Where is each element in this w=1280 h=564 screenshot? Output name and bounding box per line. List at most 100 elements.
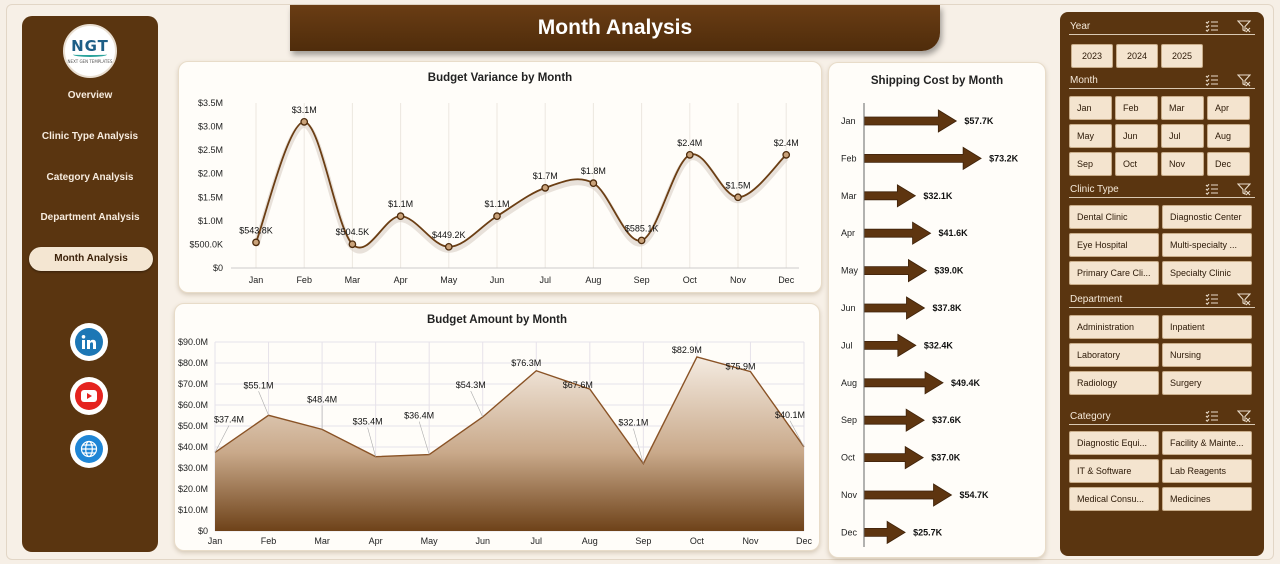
youtube-link[interactable] — [70, 377, 108, 415]
y-tick-label: $1.0M — [198, 216, 223, 226]
nav-month-analysis[interactable]: Month Analysis — [29, 247, 153, 271]
clinic-type-option[interactable]: Primary Care Cli... — [1069, 261, 1159, 285]
month-option[interactable]: Oct — [1115, 152, 1158, 176]
y-tick-label: $500.0K — [189, 239, 223, 249]
multi-select-icon[interactable] — [1205, 73, 1219, 87]
bar-arrow — [863, 221, 932, 245]
linkedin-link[interactable] — [70, 323, 108, 361]
clear-filter-icon[interactable] — [1236, 73, 1252, 87]
bar-arrow — [863, 258, 928, 283]
clinic-type-option[interactable]: Specialty Clinic — [1162, 261, 1252, 285]
data-label: $35.4M — [353, 417, 383, 427]
month-option[interactable]: Sep — [1069, 152, 1112, 176]
department-slicer-header: Department — [1069, 292, 1255, 308]
department-option[interactable]: Laboratory — [1069, 343, 1159, 367]
y-tick-label: $30.0M — [178, 463, 208, 473]
department-option[interactable]: Administration — [1069, 315, 1159, 339]
clinic-type-option[interactable]: Multi-specialty ... — [1162, 233, 1252, 257]
logo-subtitle: NEXT GEN TEMPLATES — [67, 58, 113, 64]
category-slicer-header: Category — [1069, 409, 1255, 425]
clinic-type-option[interactable]: Dental Clinic — [1069, 205, 1159, 229]
y-tick-label: $2.0M — [198, 169, 223, 179]
label-leader — [789, 420, 805, 447]
department-option[interactable]: Radiology — [1069, 371, 1159, 395]
month-slicer-label: Month — [1070, 75, 1098, 86]
clinic-type-option[interactable]: Eye Hospital — [1069, 233, 1159, 257]
budget-variance-panel: Budget Variance by Month $0 $500.0K $1.0M $… — [178, 61, 822, 293]
data-point — [396, 212, 405, 220]
y-tick-label: Oct — [841, 453, 856, 463]
x-tick-label: Jul — [539, 275, 551, 285]
nav-clinic-type-analysis[interactable]: Clinic Type Analysis — [41, 131, 139, 142]
y-tick-label: $80.0M — [178, 358, 208, 368]
year-option[interactable]: 2023 — [1071, 44, 1113, 68]
month-option[interactable]: Apr — [1207, 96, 1250, 120]
y-tick-label: $2.5M — [198, 145, 223, 155]
department-option[interactable]: Nursing — [1162, 343, 1252, 367]
data-label: $73.2K — [989, 153, 1019, 163]
x-tick-label: Sep — [635, 536, 651, 546]
multi-select-icon[interactable] — [1205, 19, 1219, 33]
month-option[interactable]: Jul — [1161, 124, 1204, 148]
data-point — [252, 238, 260, 247]
multi-select-icon[interactable] — [1205, 409, 1219, 423]
y-tick-label: Dec — [841, 527, 858, 537]
budget-amount-chart: $0 $10.0M $20.0M $30.0M $40.0M $50.0M $60.0M $7… — [178, 337, 813, 546]
data-point — [782, 151, 791, 159]
year-option[interactable]: 2024 — [1116, 44, 1158, 68]
nav-category-analysis[interactable]: Category Analysis — [46, 172, 134, 183]
data-point — [541, 184, 550, 192]
x-tick-label: Jan — [208, 536, 223, 546]
data-label: $585.1K — [625, 223, 659, 233]
y-tick-label: Aug — [841, 378, 857, 388]
month-option[interactable]: May — [1069, 124, 1112, 148]
month-option[interactable]: Nov — [1161, 152, 1204, 176]
budget-variance-title: Budget Variance by Month — [427, 72, 573, 84]
y-tick-label: $60.0M — [178, 400, 208, 410]
category-option[interactable]: Lab Reagents — [1162, 459, 1252, 483]
category-option[interactable]: Medicines — [1162, 487, 1252, 511]
year-option[interactable]: 2025 — [1161, 44, 1203, 68]
category-option[interactable]: IT & Software — [1069, 459, 1159, 483]
category-option[interactable]: Diagnostic Equi... — [1069, 431, 1159, 455]
month-option[interactable]: Aug — [1207, 124, 1250, 148]
nav-department-analysis[interactable]: Department Analysis — [40, 212, 140, 223]
bar-arrow — [863, 445, 924, 470]
category-option[interactable]: Medical Consu... — [1069, 487, 1159, 511]
clear-filter-icon[interactable] — [1236, 409, 1252, 423]
page-title: Month Analysis — [537, 16, 693, 39]
clinic-type-option[interactable]: Diagnostic Center — [1162, 205, 1252, 229]
month-option[interactable]: Feb — [1115, 96, 1158, 120]
x-tick-label: Dec — [778, 275, 795, 285]
y-tick-label: $90.0M — [178, 337, 208, 347]
clear-filter-icon[interactable] — [1236, 292, 1252, 306]
department-option[interactable]: Inpatient — [1162, 315, 1252, 339]
month-option[interactable]: Jun — [1115, 124, 1158, 148]
data-label: $49.4K — [951, 378, 981, 388]
data-label: $36.4M — [404, 411, 434, 421]
clear-filter-icon[interactable] — [1236, 19, 1252, 33]
linkedin-icon — [75, 328, 103, 356]
department-option[interactable]: Surgery — [1162, 371, 1252, 395]
x-tick-label: Dec — [796, 536, 813, 546]
x-tick-label: Jan — [249, 275, 264, 285]
x-tick-label: Mar — [345, 275, 361, 285]
data-label: $2.4M — [677, 138, 702, 148]
category-option[interactable]: Facility & Mainte... — [1162, 431, 1252, 455]
clear-filter-icon[interactable] — [1236, 182, 1252, 196]
youtube-icon — [75, 382, 103, 410]
nav-overview[interactable]: Overview — [67, 90, 113, 101]
clinic-type-slicer-label: Clinic Type — [1070, 184, 1119, 195]
month-option[interactable]: Jan — [1069, 96, 1112, 120]
website-link[interactable] — [70, 430, 108, 468]
label-leader — [367, 427, 376, 457]
multi-select-icon[interactable] — [1205, 292, 1219, 306]
y-tick-label: Nov — [841, 490, 858, 500]
data-label: $37.8K — [932, 303, 962, 313]
bar-arrow — [863, 184, 917, 208]
data-label: $55.1M — [244, 380, 274, 390]
data-point — [685, 151, 694, 159]
month-option[interactable]: Mar — [1161, 96, 1204, 120]
month-option[interactable]: Dec — [1207, 152, 1250, 176]
multi-select-icon[interactable] — [1205, 182, 1219, 196]
